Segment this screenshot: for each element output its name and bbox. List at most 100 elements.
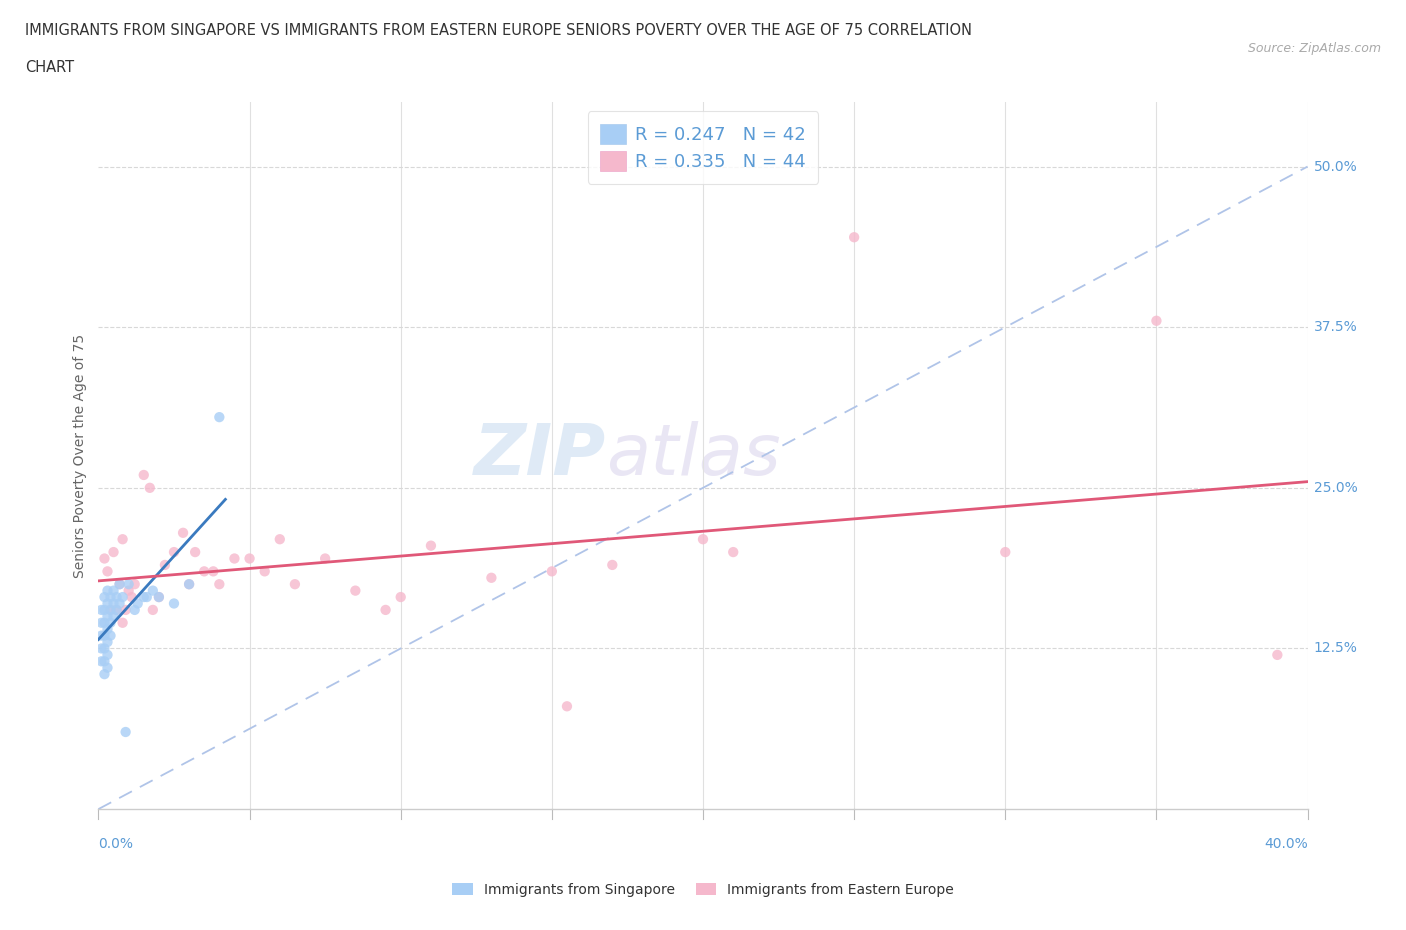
Point (93, 654, 115, 669)
Point (100, 616, 122, 631)
Y-axis label: Seniors Poverty Over the Age of 75: Seniors Poverty Over the Age of 75 (73, 334, 87, 578)
Point (111, 590, 134, 604)
Point (1144, 313, 1167, 328)
Point (93, 590, 115, 604)
Point (132, 590, 155, 604)
Point (177, 577, 201, 591)
Point (202, 564, 225, 578)
Point (105, 590, 128, 604)
Point (90, 616, 112, 631)
Point (1265, 647, 1288, 662)
Point (100, 603, 122, 618)
Point (114, 724, 136, 739)
Point (481, 570, 503, 585)
Point (139, 481, 162, 496)
Point (132, 468, 155, 483)
Point (163, 545, 186, 560)
Point (105, 603, 128, 618)
Point (419, 538, 441, 553)
Point (103, 583, 125, 598)
Point (142, 583, 165, 598)
Point (93, 603, 115, 618)
Point (692, 532, 714, 547)
Point (239, 551, 262, 566)
Point (96, 583, 118, 598)
Point (314, 551, 336, 566)
Point (96, 622, 118, 637)
Point (184, 545, 207, 560)
Text: 12.5%: 12.5% (1313, 642, 1358, 656)
Text: atlas: atlas (606, 421, 780, 490)
Point (269, 532, 291, 547)
Point (148, 590, 170, 604)
Point (108, 577, 131, 591)
Point (103, 545, 125, 560)
Point (153, 557, 176, 572)
Point (96, 596, 118, 611)
Point (148, 590, 170, 604)
Point (344, 583, 367, 598)
Text: 37.5%: 37.5% (1313, 320, 1357, 334)
Point (96, 634, 118, 649)
Text: 0.0%: 0.0% (98, 837, 134, 851)
Point (100, 603, 122, 618)
Point (127, 596, 149, 611)
Point (100, 590, 122, 604)
Point (103, 596, 125, 611)
Point (177, 577, 201, 591)
Point (103, 609, 125, 624)
Text: Source: ZipAtlas.com: Source: ZipAtlas.com (1247, 42, 1381, 55)
Point (994, 545, 1017, 560)
Point (96, 660, 118, 675)
Legend: Immigrants from Singapore, Immigrants from Eastern Europe: Immigrants from Singapore, Immigrants fr… (446, 878, 960, 903)
Legend: R = 0.247   N = 42, R = 0.335   N = 44: R = 0.247 N = 42, R = 0.335 N = 44 (588, 112, 818, 183)
Text: IMMIGRANTS FROM SINGAPORE VS IMMIGRANTS FROM EASTERN EUROPE SENIORS POVERTY OVER: IMMIGRANTS FROM SINGAPORE VS IMMIGRANTS … (25, 23, 973, 38)
Point (118, 577, 141, 591)
Point (111, 532, 134, 547)
Point (111, 616, 134, 631)
Point (93, 641, 115, 656)
Point (118, 583, 141, 598)
Point (90, 603, 112, 618)
Point (100, 628, 122, 643)
Point (135, 590, 157, 604)
Point (96, 647, 118, 662)
Point (114, 603, 136, 618)
Point (96, 609, 118, 624)
Point (93, 616, 115, 631)
Point (108, 577, 131, 591)
Point (253, 564, 276, 578)
Point (540, 564, 562, 578)
Text: CHART: CHART (25, 60, 75, 75)
Point (124, 603, 146, 618)
Point (93, 628, 115, 643)
Text: 25.0%: 25.0% (1313, 481, 1357, 495)
Point (163, 596, 186, 611)
Point (124, 577, 146, 591)
Text: 50.0%: 50.0% (1313, 160, 1357, 174)
Point (90, 628, 112, 643)
Point (844, 230, 866, 245)
Point (90, 641, 112, 656)
Point (555, 698, 578, 713)
Point (224, 551, 246, 566)
Point (93, 667, 115, 682)
Text: 40.0%: 40.0% (1264, 837, 1308, 851)
Point (108, 596, 131, 611)
Point (172, 525, 194, 540)
Point (284, 577, 307, 591)
Point (93, 551, 115, 566)
Point (374, 603, 396, 618)
Point (602, 557, 624, 572)
Point (721, 545, 744, 560)
Point (389, 590, 412, 604)
Point (208, 577, 231, 591)
Point (121, 590, 143, 604)
Point (193, 564, 215, 578)
Point (142, 603, 165, 618)
Text: ZIP: ZIP (474, 421, 606, 490)
Point (90, 654, 112, 669)
Point (208, 410, 231, 425)
Point (105, 603, 128, 618)
Point (96, 564, 118, 578)
